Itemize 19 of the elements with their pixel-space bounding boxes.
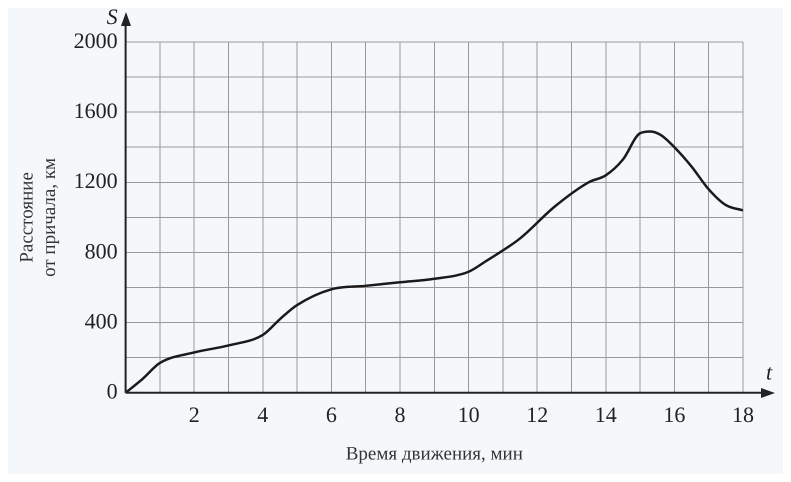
y-tick-label: 2000 [74, 28, 118, 53]
x-tick-label: 6 [326, 402, 337, 427]
y-tick-label: 0 [106, 378, 118, 404]
text: S [106, 4, 118, 29]
x-axis-title: Время движения, мин [346, 444, 523, 465]
y-tick-label: 800 [84, 238, 118, 264]
text: t [766, 360, 773, 385]
x-tick-label: 10 [458, 402, 480, 427]
x-tick-label: 2 [188, 402, 200, 427]
x-tick-label: 12 [526, 402, 548, 427]
y-axis-title: Расстояние от причала, км [16, 158, 60, 277]
y-tick-label: 1200 [74, 168, 118, 194]
x-tick-label: 18 [732, 402, 754, 427]
x-tick-label: 16 [663, 402, 686, 427]
x-tick-label: 14 [594, 402, 617, 427]
x-tick-label: 8 [394, 402, 406, 427]
y-tick-label: 400 [84, 308, 118, 334]
x-tick-label: 4 [257, 402, 268, 427]
y-tick-label: 1600 [74, 98, 118, 123]
